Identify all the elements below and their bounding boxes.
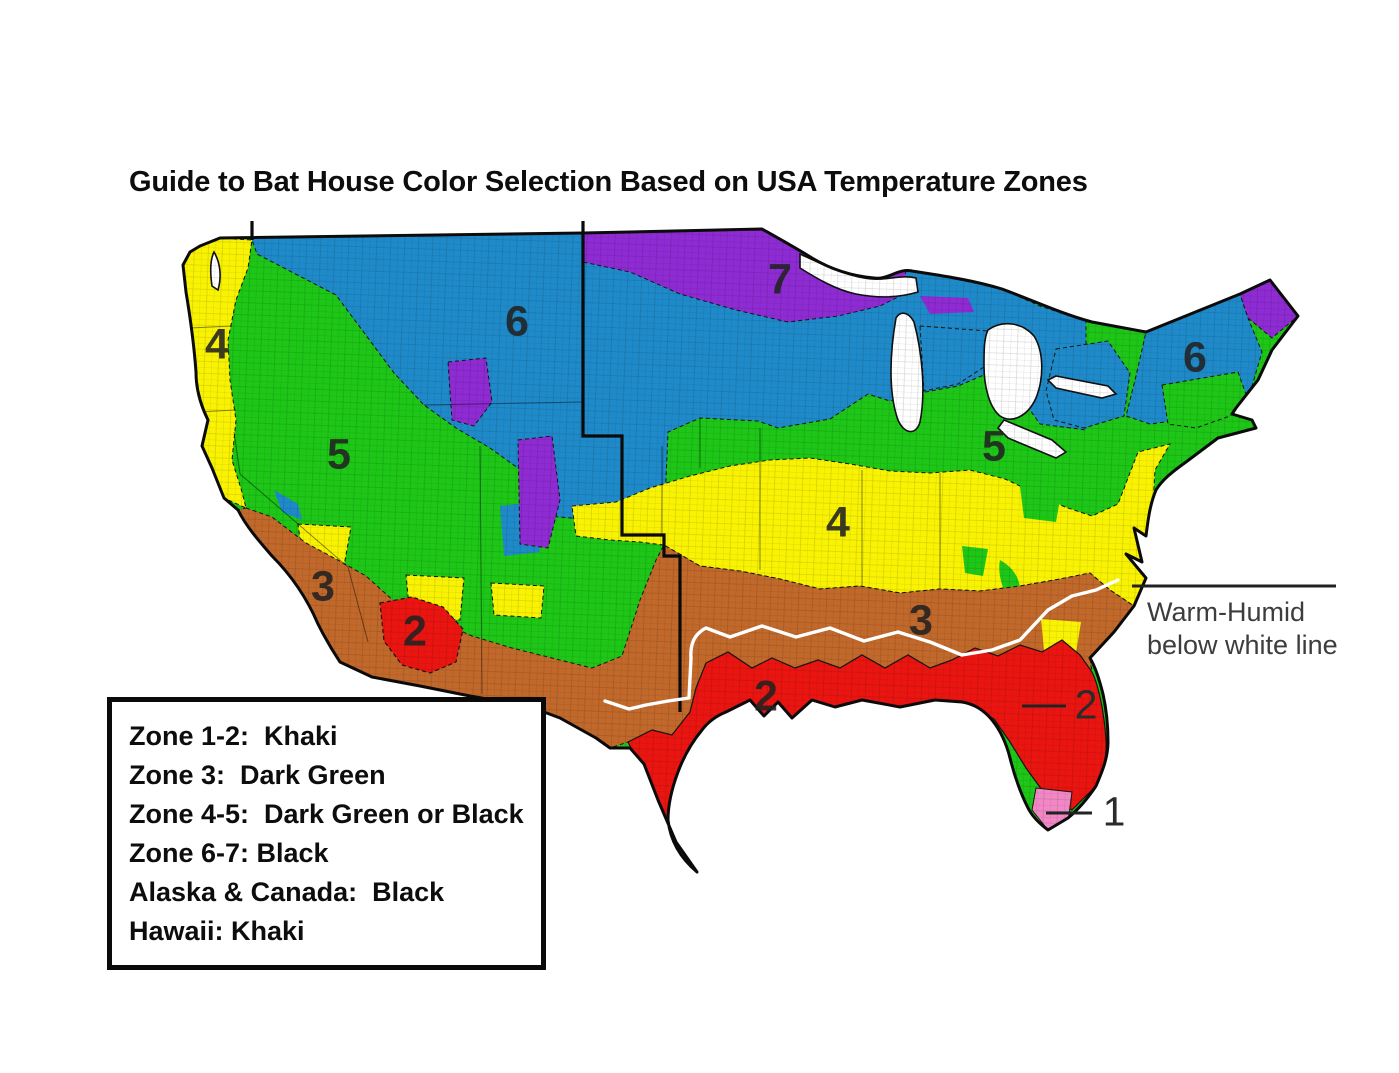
map-label-zone3-east: 3 (909, 596, 933, 645)
state-borders (189, 325, 941, 695)
legend-item-zone6-7: Zone 6-7: Black (129, 838, 329, 868)
map-label-zone6-east: 6 (1183, 333, 1207, 382)
map-label-zone4-west: 4 (205, 320, 229, 369)
warm-humid-annotation: Warm-Humid below white line (1147, 596, 1338, 662)
legend-item-zone1-2: Zone 1-2: Khaki (129, 721, 338, 751)
map-label-zone5-west: 5 (327, 430, 351, 479)
page-title: Guide to Bat House Color Selection Based… (129, 166, 1088, 198)
map-label-zone2-arizona: 2 (403, 607, 427, 656)
warm-humid-annotation-line2: below white line (1147, 629, 1338, 660)
map-label-zone7: 7 (768, 255, 792, 304)
legend-item-hawaii: Hawaii: Khaki (129, 916, 305, 946)
map-label-zone6-west: 6 (505, 297, 529, 346)
warm-humid-white-line (603, 578, 1120, 711)
callout-label-zone1: 1 (1102, 788, 1126, 835)
legend-item-zone4-5: Zone 4-5: Dark Green or Black (129, 799, 524, 829)
map-label-zone3-west: 3 (311, 562, 335, 611)
legend-item-zone3: Zone 3: Dark Green (129, 760, 386, 790)
legend-item-alaska-canada: Alaska & Canada: Black (129, 877, 445, 907)
warm-humid-annotation-line1: Warm-Humid (1147, 597, 1305, 627)
legend-box: Zone 1-2: Khaki Zone 3: Dark Green Zone … (107, 697, 546, 970)
map-label-zone5-east: 5 (982, 422, 1006, 471)
map-label-zone4-central: 4 (826, 498, 850, 547)
usa-outline (181, 227, 1300, 874)
callout-label-zone2: 2 (1074, 681, 1098, 728)
heavy-boundary-central (581, 221, 682, 712)
map-label-zone2-gulf: 2 (754, 672, 778, 721)
